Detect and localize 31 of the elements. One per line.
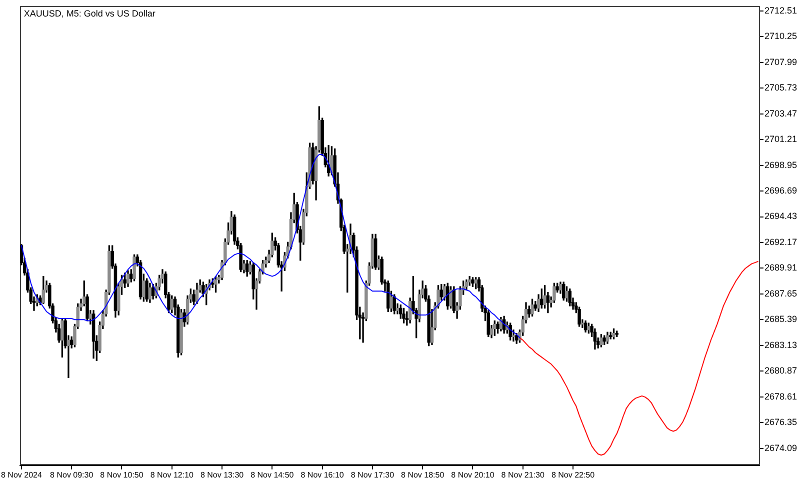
y-tick-label: 2707.99 [764, 56, 798, 67]
x-tick-label: 8 Nov 18:50 [401, 470, 445, 480]
x-tick-label: 8 Nov 22:50 [551, 470, 596, 480]
x-tick-label: 8 Nov 13:30 [200, 470, 244, 480]
y-tick-label: 2705.73 [764, 82, 798, 93]
x-tick-label: 8 Nov 10:50 [100, 470, 144, 480]
y-tick-label: 2683.13 [764, 340, 798, 350]
x-tick-label: 8 Nov 20:10 [451, 470, 495, 480]
y-tick-label: 2685.39 [764, 314, 798, 324]
y-tick-label: 2678.61 [764, 391, 798, 402]
x-tick-label: 8 Nov 16:10 [300, 470, 344, 480]
y-tick-label: 2692.17 [764, 236, 798, 247]
y-tick-label: 2676.35 [764, 417, 798, 428]
y-tick-label: 2701.21 [764, 134, 798, 144]
x-tick-label: 8 Nov 12:10 [150, 470, 194, 480]
y-tick-label: 2694.43 [764, 211, 798, 222]
y-tick-label: 2687.65 [764, 288, 798, 298]
y-tick-label: 2674.09 [764, 442, 798, 453]
x-tick-label: 8 Nov 21:30 [501, 470, 545, 480]
x-tick-label: 8 Nov 14:50 [250, 470, 294, 480]
x-tick-label: 8 Nov 17:30 [350, 470, 395, 480]
y-tick-label: 2710.25 [764, 31, 798, 42]
x-tick-label: 8 Nov 2024 [1, 470, 42, 480]
y-tick-label: 2680.87 [764, 366, 798, 376]
y-tick-label: 2703.47 [764, 108, 798, 118]
x-tick-label: 8 Nov 09:30 [50, 470, 94, 480]
y-tick-label: 2689.91 [764, 262, 798, 273]
y-tick-label: 2696.69 [764, 186, 798, 196]
chart-title: XAUUSD, M5: Gold vs US Dollar [24, 8, 156, 18]
y-tick-label: 2698.95 [764, 160, 798, 170]
y-tick-label: 2712.51 [764, 5, 798, 16]
